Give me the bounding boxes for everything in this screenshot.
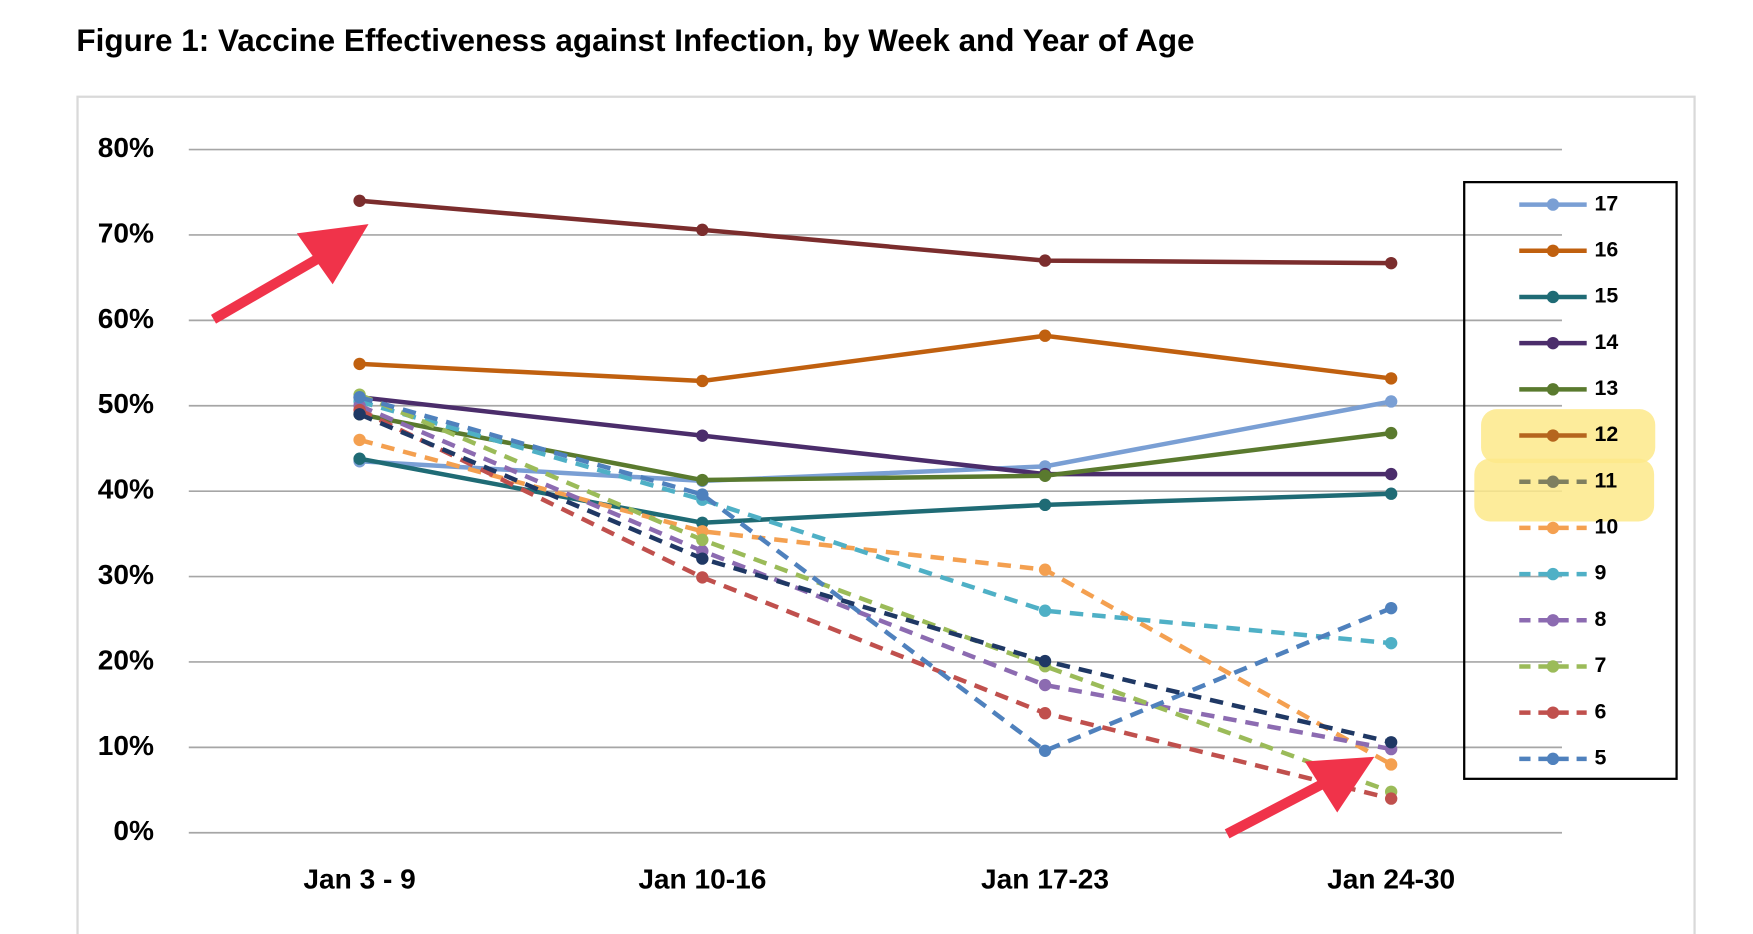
data-point bbox=[696, 552, 709, 565]
data-point bbox=[1384, 467, 1398, 481]
series-line bbox=[358, 395, 1393, 754]
data-point bbox=[1038, 498, 1052, 512]
legend-marker bbox=[1546, 198, 1560, 211]
legend-label: 11 bbox=[1595, 468, 1618, 492]
legend-label: 16 bbox=[1595, 237, 1619, 261]
y-tick-label: 30% bbox=[98, 559, 154, 590]
x-tick-label: Jan 24-30 bbox=[1327, 864, 1455, 895]
x-tick-label: Jan 17-23 bbox=[981, 864, 1109, 895]
legend-label: 7 bbox=[1595, 653, 1607, 677]
series-line bbox=[359, 399, 1392, 484]
arrow bbox=[210, 224, 369, 324]
chart-frame bbox=[76, 95, 1696, 934]
legend-marker bbox=[1546, 383, 1560, 396]
y-tick-label: 70% bbox=[98, 217, 154, 248]
data-point bbox=[1038, 678, 1052, 692]
data-point bbox=[1038, 604, 1052, 617]
data-point bbox=[696, 533, 709, 547]
chart-title: Figure 1: Vaccine Effectiveness against … bbox=[76, 23, 1194, 58]
data-point bbox=[1038, 654, 1052, 668]
legend-label: 12 bbox=[1595, 422, 1619, 446]
legend-label: 6 bbox=[1595, 699, 1607, 723]
data-point bbox=[696, 571, 709, 584]
data-point bbox=[353, 391, 366, 404]
plot-area: 0% 10% 20% 30% 40% 50% 60% 70% 80% Jan 3 - 9 Jan 1… bbox=[98, 132, 1562, 895]
legend-label: 10 bbox=[1595, 515, 1619, 539]
data-point bbox=[1384, 736, 1398, 749]
data-point bbox=[1384, 758, 1398, 771]
data-point bbox=[1038, 254, 1052, 267]
y-tick-label: 20% bbox=[98, 644, 154, 675]
legend-label: 9 bbox=[1595, 561, 1607, 585]
arrow bbox=[1224, 756, 1375, 839]
legend-label: 5 bbox=[1595, 745, 1607, 769]
series-line bbox=[359, 437, 1393, 767]
legend-marker bbox=[1546, 660, 1560, 673]
series-line bbox=[358, 408, 1392, 801]
series-line bbox=[359, 333, 1392, 384]
data-point bbox=[1384, 601, 1398, 615]
highlight bbox=[1474, 458, 1655, 522]
data-point bbox=[696, 473, 709, 487]
series-line bbox=[358, 392, 1392, 794]
legend-marker bbox=[1546, 475, 1560, 488]
y-tick-label: 40% bbox=[98, 474, 154, 505]
data-point bbox=[1384, 426, 1398, 440]
legend-label: 17 bbox=[1595, 191, 1619, 215]
legend-marker bbox=[1546, 336, 1560, 350]
data-point bbox=[1384, 487, 1398, 500]
data-point bbox=[1384, 636, 1398, 650]
series-line bbox=[358, 399, 1392, 646]
data-point bbox=[696, 429, 709, 442]
legend-marker bbox=[1546, 429, 1560, 442]
y-tick-label: 80% bbox=[98, 132, 154, 163]
data-point bbox=[696, 525, 709, 538]
data-point bbox=[696, 488, 709, 501]
series-line bbox=[358, 412, 1392, 745]
legend: 17 16 15 14 13 12 11 10 9 8 7 6 5 bbox=[1519, 191, 1618, 769]
data-point bbox=[1038, 707, 1052, 720]
data-point bbox=[353, 357, 366, 371]
data-point bbox=[1384, 256, 1398, 270]
y-tick-label: 50% bbox=[98, 388, 154, 419]
data-point bbox=[696, 516, 709, 529]
data-point bbox=[696, 374, 709, 388]
data-point bbox=[1384, 792, 1398, 805]
legend-label: 8 bbox=[1595, 607, 1607, 631]
data-point bbox=[353, 433, 366, 447]
data-point bbox=[1038, 329, 1052, 342]
x-tick-label: Jan 3 - 9 bbox=[303, 864, 415, 895]
legend-marker bbox=[1546, 567, 1560, 581]
data-point bbox=[1384, 372, 1398, 385]
data-point bbox=[353, 194, 366, 207]
y-tick-label: 60% bbox=[98, 303, 154, 334]
legend-marker bbox=[1546, 614, 1560, 627]
y-tick-label: 10% bbox=[98, 730, 154, 761]
x-tick-label: Jan 10-16 bbox=[638, 864, 766, 895]
legend-marker bbox=[1546, 244, 1560, 257]
data-point bbox=[1038, 744, 1052, 757]
legend-box bbox=[1463, 181, 1678, 780]
data-point bbox=[1384, 395, 1398, 408]
legend-marker bbox=[1546, 521, 1560, 535]
data-point bbox=[1038, 469, 1052, 482]
legend-marker bbox=[1546, 752, 1560, 766]
series-line bbox=[359, 456, 1392, 526]
series-line bbox=[358, 403, 1392, 752]
series-line bbox=[359, 412, 1392, 483]
legend-label: 14 bbox=[1595, 330, 1619, 354]
y-tick-label: 0% bbox=[113, 815, 154, 846]
legend-marker bbox=[1546, 706, 1560, 719]
data-point bbox=[1038, 563, 1052, 576]
data-point bbox=[353, 452, 366, 465]
legend-marker bbox=[1546, 290, 1560, 304]
data-point bbox=[353, 408, 366, 421]
series-line bbox=[359, 198, 1392, 266]
data-point bbox=[696, 223, 709, 237]
legend-label: 15 bbox=[1595, 284, 1619, 308]
legend-label: 13 bbox=[1595, 376, 1619, 400]
series-line bbox=[359, 394, 1392, 477]
